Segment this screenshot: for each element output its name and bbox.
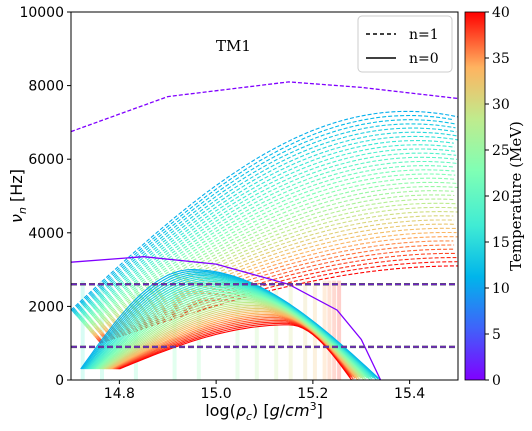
y-axis-label: νn [Hz] (7, 169, 29, 223)
n1-series-line (79, 156, 458, 321)
colorbar-tick-label: 0 (492, 373, 501, 389)
instability-band (274, 280, 279, 380)
instability-band (327, 280, 332, 380)
legend-label-n1: n=1 (409, 27, 439, 43)
instability-band (100, 280, 104, 380)
colorbar-tick-label: 10 (492, 281, 510, 297)
n1-series-line (88, 202, 456, 331)
plot-area (71, 81, 458, 380)
colorbar-tick-label: 30 (492, 97, 510, 113)
y-tick-label: 8000 (28, 79, 64, 95)
n1-series-line-cold (71, 81, 458, 133)
n1-series-line (73, 127, 457, 315)
y-tick-label: 0 (55, 373, 64, 389)
n1-series-line (93, 231, 457, 337)
n1-series-line (92, 227, 456, 336)
n1-series-line (95, 244, 455, 340)
n1-series-line (94, 236, 458, 338)
x-tick-label: 14.8 (104, 386, 135, 402)
colorbar-label: Temperature (MeV) (507, 121, 525, 271)
chart-annotation: TM1 (216, 37, 251, 55)
x-ticks: 14.8 15.0 15.2 15.4 (104, 380, 425, 402)
n1-series-line (91, 219, 455, 334)
instability-band (303, 280, 308, 380)
colorbar-tick-label: 15 (492, 235, 510, 251)
y-tick-label: 10000 (19, 5, 64, 21)
colorbar-tick-label: 40 (492, 5, 510, 21)
n1-series-line (97, 252, 456, 342)
n1-series-line (84, 186, 458, 327)
colorbar-tick-label: 20 (492, 189, 510, 205)
n0-series-line (119, 324, 353, 380)
n1-series-line (82, 173, 456, 324)
colorbar-ticks: 0 5 10 15 20 25 30 35 40 (485, 5, 510, 389)
instability-band (80, 280, 85, 380)
y-tick-label: 4000 (28, 226, 64, 242)
x-tick-label: 15.4 (394, 386, 425, 402)
n1-series-line (81, 169, 455, 324)
instability-band (254, 280, 259, 380)
y-tick-label: 2000 (28, 299, 64, 315)
n1-series-line (87, 198, 456, 330)
y-tick-label: 6000 (28, 152, 64, 168)
n1-series-line (71, 110, 458, 311)
instability-band (337, 280, 342, 380)
colorbar-tick-label: 25 (492, 143, 510, 159)
n1-series-line (71, 114, 454, 312)
n1-series-line (75, 135, 458, 316)
n1-series-line (90, 215, 454, 333)
legend: n=1 n=0 (357, 15, 453, 73)
x-tick-label: 15.0 (201, 386, 232, 402)
n1-series-line (74, 131, 458, 316)
colorbar-tick-label: 35 (492, 51, 510, 67)
n1-series-line (98, 257, 457, 342)
legend-label-n0: n=0 (409, 51, 439, 67)
instability-band (332, 280, 337, 380)
instability-band (288, 280, 293, 380)
n1-series-line (77, 148, 456, 319)
n1-series-line (78, 152, 457, 320)
instability-band (196, 280, 201, 380)
n1-series-line (72, 119, 455, 313)
x-tick-label: 15.2 (297, 386, 328, 402)
n1-series-line (95, 240, 454, 339)
plot-frame (70, 11, 459, 381)
n1-series-line (80, 160, 458, 322)
n1-series-line (91, 223, 456, 335)
instability-band (235, 280, 240, 380)
x-axis-label: log(ρc) [g/cm3] (205, 400, 323, 423)
n1-series-line (76, 140, 454, 317)
colorbar (464, 11, 486, 381)
y-ticks: 0 2000 4000 6000 8000 10000 (19, 5, 71, 389)
n1-series-line (85, 190, 454, 328)
n1-series-line (80, 165, 454, 323)
colorbar-tick-label: 5 (492, 327, 501, 343)
plot-content (71, 81, 458, 380)
n1-series-line (76, 144, 455, 318)
